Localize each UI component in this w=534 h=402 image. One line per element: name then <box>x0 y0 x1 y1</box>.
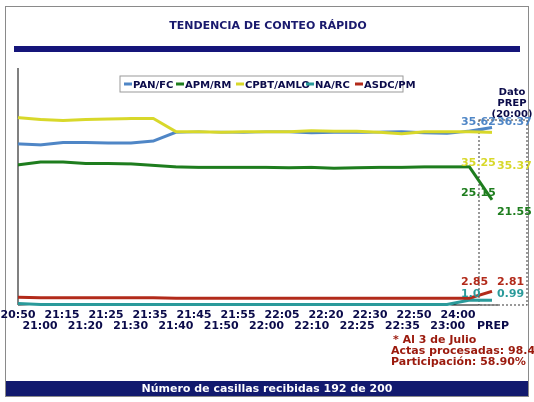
title-underline <box>14 46 520 52</box>
x-tick-label: 21:55 <box>220 308 255 321</box>
series-line <box>17 126 493 147</box>
legend-box <box>119 75 404 93</box>
x-tick-label: 21:15 <box>44 308 79 321</box>
series-line <box>17 298 493 306</box>
note-line: * Al 3 de Julio <box>393 333 477 346</box>
x-tick-label: 22:05 <box>264 308 299 321</box>
x-tick-label: 21:35 <box>132 308 167 321</box>
note-line: Actas procesadas: 98.45% <box>391 344 534 357</box>
prep-header-line: (20:00) <box>492 109 533 120</box>
end-value-label: 35.62 <box>461 115 496 128</box>
prep-value-label: 35.37 <box>497 159 532 172</box>
prep-value-label: 36.37 <box>497 115 532 128</box>
x-tick-label: 21:20 <box>68 319 103 332</box>
legend-label: APM/RM <box>185 80 231 91</box>
x-tick-label: 24:00 <box>440 308 475 321</box>
x-tick-label: 22:50 <box>396 308 431 321</box>
prep-value-label: 2.81 <box>497 275 524 288</box>
x-tick-label: 22:35 <box>385 319 420 332</box>
x-tick-label: 21:45 <box>176 308 211 321</box>
x-tick-label: 21:30 <box>113 319 148 332</box>
x-tick-label: 22:25 <box>340 319 375 332</box>
end-value-label: 1.0 <box>461 287 481 300</box>
x-tick-label: 23:00 <box>430 319 465 332</box>
prep-value-label: 21.55 <box>497 205 532 218</box>
legend: PAN/FC APM/RM CPBT/AMLO NA/RC ASDC/PM <box>119 75 416 93</box>
end-value-label: 25.15 <box>461 186 496 199</box>
end-value-label: 2.85 <box>461 275 488 288</box>
chart-panel: TENDENCIA DE CONTEO RÁPIDO Número de cas… <box>5 6 529 397</box>
prep-dashed-box <box>478 119 528 306</box>
series-lines <box>17 116 494 306</box>
prep-header-line: Dato <box>499 87 526 98</box>
axes <box>17 68 500 306</box>
series-line <box>17 160 494 201</box>
legend-label: NA/RC <box>315 80 350 91</box>
footer-banner: Número de casillas recibidas 192 de 200 <box>6 381 528 396</box>
x-tick-label: 21:25 <box>88 308 123 321</box>
series-line <box>17 116 493 136</box>
legend-label: ASDC/PM <box>364 80 416 91</box>
prep-header-line: PREP <box>497 98 526 109</box>
x-tick-label: 22:20 <box>308 308 343 321</box>
x-tick-label: 21:50 <box>204 319 239 332</box>
prep-value-label: 0.99 <box>497 287 524 300</box>
x-tick-label: 20:50 <box>0 308 35 321</box>
x-tick-label: 22:10 <box>294 319 329 332</box>
legend-label: CPBT/AMLO <box>245 80 310 91</box>
x-tick-label: PREP <box>477 319 509 332</box>
legend-label: PAN/FC <box>133 80 173 91</box>
x-tick-label: 22:00 <box>249 319 284 332</box>
series-line <box>17 289 493 300</box>
end-value-label: 35.25 <box>461 156 496 169</box>
x-tick-labels: 20:50 21:15 21:25 21:35 21:45 21:55 22:05 22:20… <box>0 308 509 332</box>
x-tick-label: 21:00 <box>22 319 57 332</box>
x-tick-label: 21:40 <box>158 319 193 332</box>
x-tick-label: 22:30 <box>352 308 387 321</box>
chart-title: TENDENCIA DE CONTEO RÁPIDO <box>169 19 367 32</box>
note-line: Participación: 58.90% <box>391 355 526 368</box>
